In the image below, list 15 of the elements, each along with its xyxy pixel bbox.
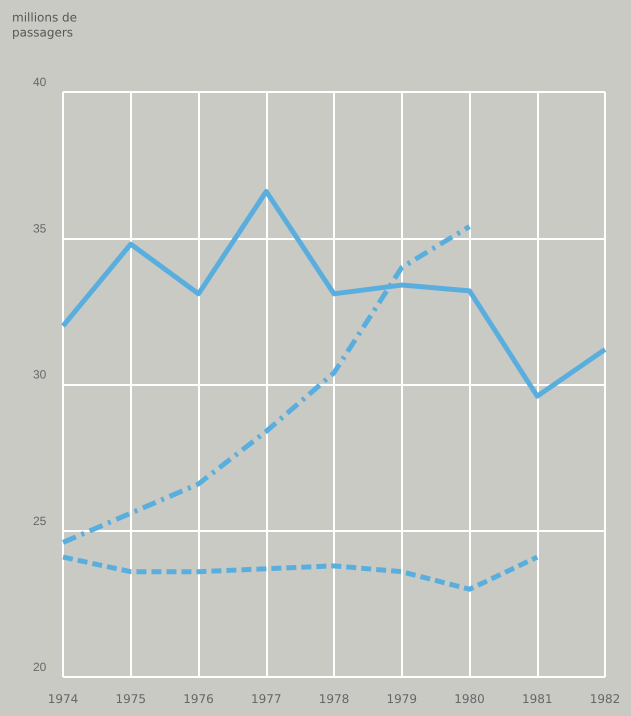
x-tick-label: 1978 — [318, 692, 350, 706]
x-tick-label: 1982 — [590, 692, 620, 706]
y-tick-label: 20 — [33, 660, 47, 674]
x-tick-label: 1980 — [454, 692, 485, 706]
x-tick-label: 1975 — [115, 692, 146, 706]
y-tick-label: 35 — [33, 221, 47, 236]
x-tick-label: 1974 — [48, 692, 78, 706]
x-tick-label: 1981 — [522, 692, 553, 706]
x-tick-label: 1977 — [250, 692, 282, 706]
y-tick-label: 25 — [33, 514, 47, 528]
y-tick-label: 40 — [33, 75, 47, 89]
x-tick-label: 1979 — [386, 692, 418, 706]
x-tick-label: 1976 — [183, 692, 214, 706]
y-tick-label: 30 — [33, 368, 47, 382]
y-axis-title: millions de passagers — [12, 10, 78, 40]
